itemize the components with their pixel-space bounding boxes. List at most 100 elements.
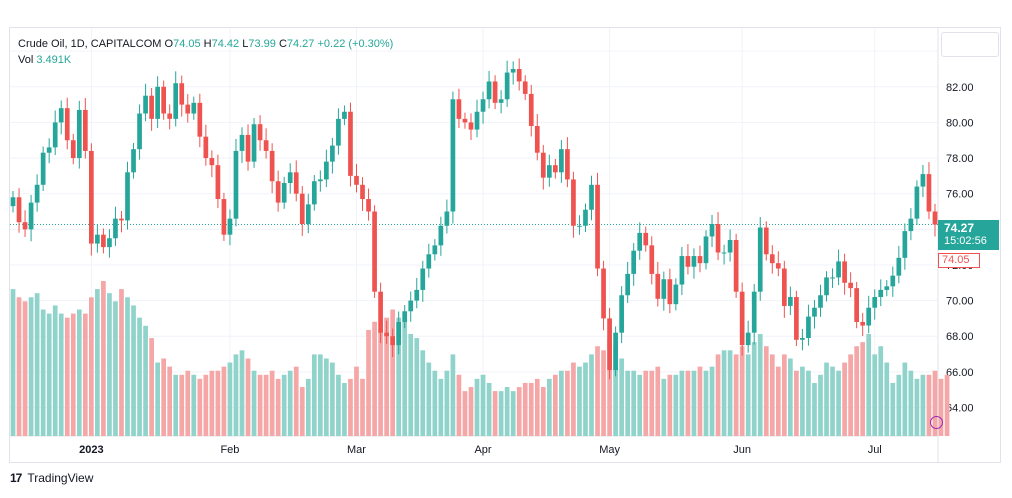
- volume-value: 3.491K: [36, 54, 72, 66]
- candle-body: [516, 68, 522, 82]
- volume-bar: [462, 391, 468, 436]
- candle-body: [396, 321, 402, 346]
- volume-bar: [46, 313, 52, 436]
- candle-body: [601, 268, 606, 319]
- volume-bar: [595, 346, 600, 436]
- volume-bar: [209, 370, 215, 436]
- volume-bar: [317, 354, 323, 436]
- candle-body: [209, 158, 215, 166]
- volume-bar: [920, 374, 926, 436]
- price-scale-corner[interactable]: [941, 32, 999, 57]
- candle-body: [64, 108, 70, 141]
- volume-bar: [812, 382, 817, 436]
- candle-body: [366, 199, 371, 212]
- volume-bar: [450, 354, 456, 436]
- volume-bar: [107, 293, 112, 436]
- volume-bar: [769, 354, 775, 436]
- candle-body: [161, 86, 167, 114]
- candle-body: [890, 275, 896, 287]
- candle-body: [402, 311, 408, 322]
- candle-body: [932, 211, 938, 225]
- volume-bar: [257, 374, 263, 436]
- volume-bar: [486, 382, 492, 436]
- volume-bar: [715, 354, 721, 436]
- symbol-label[interactable]: Crude Oil, 1D, CAPITALCOM: [18, 38, 162, 50]
- volume-bar: [275, 378, 281, 436]
- candle-body: [197, 102, 203, 137]
- volume-bar: [251, 370, 257, 436]
- volume-bar: [245, 358, 251, 436]
- candle-body: [167, 113, 173, 119]
- volume-bar: [348, 378, 353, 436]
- volume-bar: [806, 370, 811, 436]
- volume-bar: [504, 387, 510, 436]
- candle-body: [468, 122, 474, 130]
- volume-bar: [824, 362, 829, 436]
- footer: 17 TradingView: [10, 471, 93, 485]
- y-tick-label: 80.00: [946, 117, 974, 129]
- tradingview-logo-icon[interactable]: 17: [10, 471, 22, 485]
- candle-body: [324, 161, 329, 180]
- candle-body: [540, 152, 546, 178]
- volume-legend: Vol 3.491K: [18, 52, 71, 68]
- candle-body: [462, 118, 468, 123]
- volume-bar: [510, 391, 516, 436]
- volume-bar: [727, 350, 733, 436]
- candle-body: [709, 223, 715, 237]
- volume-bar: [944, 374, 950, 436]
- volume-bar: [872, 354, 878, 436]
- volume-bar: [119, 289, 124, 436]
- candle-body: [667, 279, 673, 305]
- volume-bar: [890, 382, 896, 436]
- volume-bar: [745, 354, 751, 436]
- candle-body: [22, 222, 28, 230]
- volume-bar: [149, 338, 154, 436]
- volume-bar: [697, 366, 703, 436]
- x-tick-label: Jun: [733, 444, 751, 456]
- open-value: 74.05: [173, 38, 201, 50]
- candle-body: [625, 273, 631, 296]
- volume-bar: [546, 378, 552, 436]
- candle-body: [58, 108, 64, 123]
- candle-body: [763, 227, 769, 255]
- brand-name[interactable]: TradingView: [27, 471, 94, 485]
- candle-body: [203, 136, 209, 159]
- volume-bar: [299, 387, 305, 436]
- volume-bar: [324, 358, 329, 436]
- candle-body: [553, 165, 558, 173]
- candle-body: [354, 175, 359, 185]
- volume-label[interactable]: Vol: [18, 54, 34, 66]
- volume-bar: [848, 354, 853, 436]
- volume-bar: [287, 370, 293, 436]
- change-value: +0.22 (+0.30%): [317, 38, 394, 50]
- candle-body: [703, 236, 709, 264]
- high-value: 74.42: [211, 38, 240, 50]
- volume-bar: [305, 378, 311, 436]
- volume-bar: [589, 354, 594, 436]
- volume-bar: [691, 370, 697, 436]
- candle-body: [348, 111, 353, 176]
- settings-icon[interactable]: [930, 416, 943, 429]
- volume-bar: [854, 346, 859, 436]
- candle-body: [583, 209, 588, 226]
- volume-bar: [131, 305, 136, 436]
- volume-bar: [842, 362, 847, 436]
- volume-bar: [637, 374, 643, 436]
- candle-body: [806, 316, 811, 339]
- volume-bar: [498, 391, 504, 436]
- candle-body: [10, 197, 16, 207]
- candle-body: [866, 307, 872, 326]
- volume-bar: [227, 362, 233, 436]
- volume-bar: [583, 362, 588, 436]
- candle-body: [565, 149, 570, 180]
- candle-body: [486, 81, 492, 100]
- candle-body: [546, 165, 552, 178]
- volume-bar: [330, 362, 335, 436]
- candle-body: [854, 288, 859, 322]
- volume-bar: [631, 370, 637, 436]
- candle-body: [673, 284, 679, 305]
- volume-bar: [565, 370, 570, 436]
- candle-body: [679, 256, 685, 285]
- candle-body: [751, 291, 757, 333]
